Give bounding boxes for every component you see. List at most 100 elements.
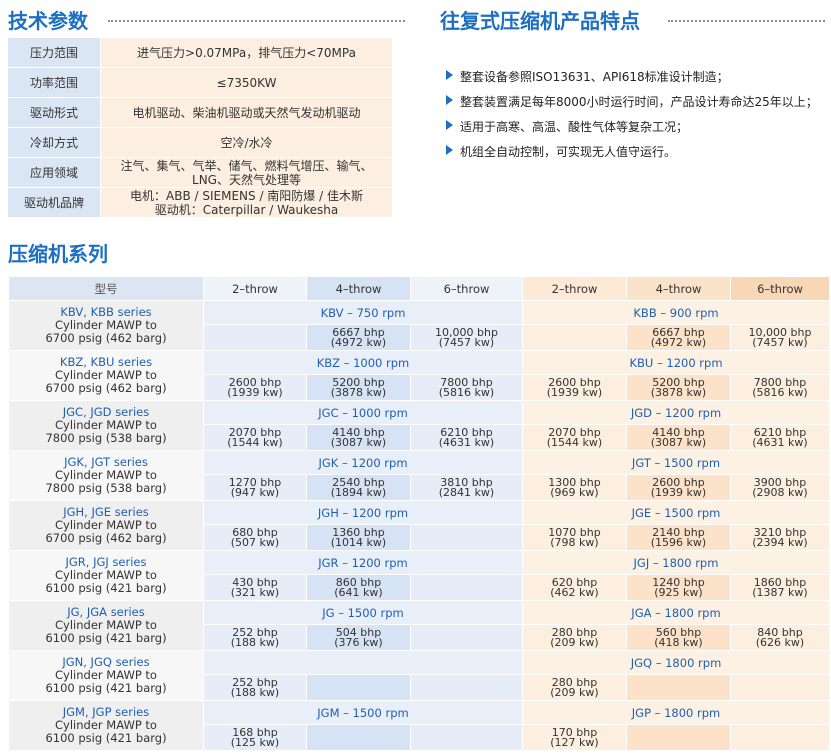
spec-label: 驱动机品牌 (23, 195, 84, 210)
value-cell: 2600 bhp (1939 kw) (204, 375, 306, 400)
header-label: 型号 (94, 281, 118, 296)
value-cell: 168 bhp (125 kw) (204, 725, 306, 750)
section-title: 压缩机系列 (8, 242, 108, 266)
power-kw: (1939 kw) (650, 485, 707, 499)
series-name: Cylinder MAWP to (55, 318, 157, 332)
value-cell: 1270 bhp (947 kw) (204, 475, 306, 500)
power-kw: (2908 kw) (752, 485, 808, 499)
rpm-cell: JGJ – 1800 rpm (523, 551, 829, 574)
spec-value-cell: 电机驱动、柴油机驱动或天然气发动机驱动 (101, 98, 392, 127)
divider (108, 20, 405, 22)
value-cell: 3810 bhp (2841 kw) (411, 475, 522, 500)
spec-label: 功率范围 (29, 75, 78, 90)
spec-value-cell: 空冷/水冷 (101, 128, 392, 157)
series-name-cell: JGN, JGQ series Cylinder MAWP to 6100 psig… (9, 651, 203, 700)
rpm-cell (204, 651, 522, 674)
series-name: Cylinder MAWP to (55, 418, 157, 432)
series-name: 6100 psig (421 barg) (45, 681, 167, 695)
power-kw: (1014 kw) (330, 535, 387, 549)
rpm-label: JGJ – 1800 rpm (633, 555, 719, 570)
value-cell: 2600 bhp (1939 kw) (523, 375, 626, 400)
power-kw: (4631 kw) (752, 435, 808, 449)
power-kw: (947 kw) (230, 485, 280, 499)
spec-label-cell: 功率范围 (8, 68, 100, 97)
value-cell: 2600 bhp (1939 kw) (627, 475, 730, 500)
value-cell (411, 625, 522, 650)
power-kw: (7457 kw) (752, 335, 808, 349)
header-cell: 6–throw (731, 277, 829, 300)
rpm-cell: JGK – 1200 rpm (204, 451, 522, 474)
value-cell: 1300 bhp (969 kw) (523, 475, 626, 500)
power-kw: (7457 kw) (438, 335, 495, 349)
value-cell (411, 725, 522, 750)
bullet-icon (446, 145, 453, 155)
value-cell: 10,000 bhp (7457 kw) (411, 325, 522, 350)
power-bhp: 3810 bhp (440, 475, 493, 489)
series-name: 7800 psig (538 barg) (45, 431, 167, 445)
spec-value-cell: 注气、集气、气举、储气、燃料气增压、输气、 LNG、天然气处理等 (101, 158, 392, 187)
power-kw: (127 kw) (550, 735, 599, 749)
series-name: KBV, KBB series (60, 305, 152, 319)
spec-label-cell: 压力范围 (8, 38, 100, 67)
rpm-label: JGE – 1500 rpm (631, 505, 721, 520)
rpm-cell: JGM – 1500 rpm (204, 701, 522, 724)
power-kw: (2841 kw) (438, 485, 495, 499)
value-cell: 1360 bhp (1014 kw) (307, 525, 410, 550)
series-name: 6700 psig (462 barg) (45, 381, 167, 395)
spec-label: 驱动形式 (29, 105, 78, 120)
power-bhp: 2600 bhp (652, 475, 705, 489)
power-kw: (125 kw) (230, 735, 280, 749)
series-name: Cylinder MAWP to (55, 368, 157, 382)
value-cell: 3210 bhp (2394 kw) (731, 525, 829, 550)
power-kw: (376 kw) (334, 635, 383, 649)
power-bhp: 1860 bhp (753, 575, 807, 589)
power-kw: (4631 kw) (438, 435, 495, 449)
rpm-label: JGA – 1800 rpm (631, 605, 721, 620)
header-label: 4–throw (335, 281, 382, 296)
power-kw: (798 kw) (550, 535, 599, 549)
spec-value: 进气压力>0.07MPa，排气压力<70MPa (137, 45, 356, 60)
power-kw: (1544 kw) (227, 435, 283, 449)
divider (668, 20, 825, 22)
value-cell (627, 675, 730, 700)
rpm-cell: JGD – 1200 rpm (523, 401, 829, 424)
value-cell: 4140 bhp (3087 kw) (307, 425, 410, 450)
power-kw: (5816 kw) (438, 385, 495, 399)
series-name-cell: JGH, JGE series Cylinder MAWP to 6700 psig… (9, 501, 203, 550)
value-cell: 1860 bhp (1387 kw) (731, 575, 829, 600)
series-name-cell: JGC, JGD series Cylinder MAWP to 7800 psig… (9, 401, 203, 450)
power-kw: (3087 kw) (650, 435, 707, 449)
series-name: Cylinder MAWP to (55, 618, 157, 632)
spec-label: 冷却方式 (29, 135, 78, 150)
spec-label-cell: 应用领域 (8, 158, 100, 187)
power-kw: (507 kw) (230, 535, 280, 549)
header-cell: 4–throw (307, 277, 410, 300)
series-name: 6700 psig (462 barg) (45, 531, 167, 545)
spec-value: 注气、集气、气举、储气、燃料气增压、输气、 (120, 158, 373, 173)
power-kw: (4972 kw) (650, 335, 707, 349)
power-kw: (1387 kw) (752, 585, 808, 599)
series-name: JGC, JGD series (62, 405, 150, 419)
power-kw: (1596 kw) (650, 535, 707, 549)
power-kw: (1894 kw) (330, 485, 387, 499)
value-cell: 252 bhp (188 kw) (204, 625, 306, 650)
power-bhp: 3210 bhp (753, 525, 807, 539)
value-cell: 2540 bhp (1894 kw) (307, 475, 410, 500)
value-cell: 1070 bhp (798 kw) (523, 525, 626, 550)
value-cell: 504 bhp (376 kw) (307, 625, 410, 650)
feature-item: 适用于高寒、高温、酸性气体等复杂工况； (460, 120, 689, 134)
header-label: 2–throw (232, 281, 278, 296)
rpm-label: JGQ – 1800 rpm (630, 655, 722, 670)
power-kw: (3087 kw) (330, 435, 387, 449)
value-cell: 5200 bhp (3878 kw) (307, 375, 410, 400)
value-cell (411, 675, 522, 700)
rpm-label: KBU – 1200 rpm (629, 355, 723, 370)
bullet-icon (446, 95, 453, 105)
power-bhp: 2600 bhp (548, 375, 601, 389)
bullet-icon (446, 120, 453, 130)
series-name: JGR, JGJ series (65, 555, 147, 569)
value-cell (204, 325, 306, 350)
value-cell: 2070 bhp (1544 kw) (204, 425, 306, 450)
power-bhp: 4140 bhp (652, 425, 705, 439)
power-bhp: 170 bhp (551, 725, 598, 739)
